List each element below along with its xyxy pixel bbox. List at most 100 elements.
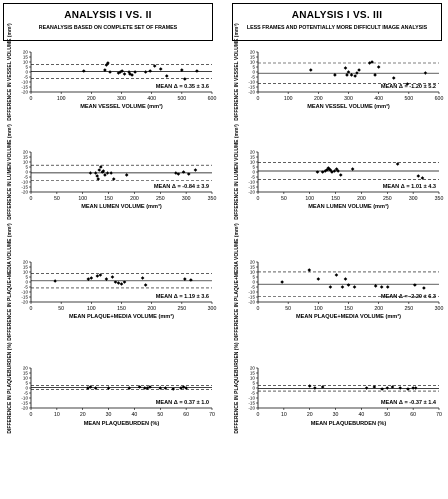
data-point bbox=[158, 386, 163, 390]
data-point bbox=[176, 172, 181, 176]
x-tick-label: 0 bbox=[257, 96, 260, 102]
y-tick-label: -5 bbox=[251, 75, 256, 80]
y-tick-label: 20 bbox=[250, 150, 256, 155]
data-point bbox=[352, 285, 357, 289]
data-point bbox=[148, 385, 152, 389]
data-point bbox=[110, 275, 115, 279]
data-point bbox=[152, 64, 157, 68]
data-point bbox=[109, 171, 113, 175]
y-tick-label: 15 bbox=[23, 155, 29, 160]
y-tick-label: 0 bbox=[25, 280, 28, 285]
data-point bbox=[328, 285, 333, 289]
y-tick-label: -15 bbox=[21, 401, 28, 406]
data-point bbox=[104, 63, 109, 67]
x-tick-label: 40 bbox=[359, 412, 365, 418]
x-tick-label: 300 bbox=[182, 196, 191, 202]
x-tick-label: 60 bbox=[183, 412, 189, 418]
y-tick-label: -5 bbox=[251, 175, 256, 180]
y-axis-label: DIFFERENCE IN LUMEN VOLUME (mm³) bbox=[234, 124, 240, 220]
y-tick-label: -10 bbox=[21, 80, 28, 85]
y-tick-label: -15 bbox=[21, 85, 28, 90]
y-tick-label: 20 bbox=[23, 150, 29, 155]
mean-difference-annotation: MEAN Δ = -2.20 ± 6.3 bbox=[381, 294, 436, 300]
x-tick-label: 250 bbox=[405, 306, 414, 312]
y-tick-label: -10 bbox=[21, 396, 28, 401]
data-point bbox=[122, 280, 127, 284]
y-tick-label: -5 bbox=[251, 285, 256, 290]
data-point bbox=[88, 385, 93, 389]
data-point bbox=[330, 170, 334, 174]
mean-difference-annotation: MEAN Δ = 0.35 ± 3.6 bbox=[156, 84, 209, 90]
data-point bbox=[181, 385, 186, 389]
x-tick-label: 150 bbox=[331, 196, 340, 202]
y-tick-label: -15 bbox=[21, 185, 28, 190]
y-tick-label: -20 bbox=[21, 406, 28, 411]
x-tick-label: 50 bbox=[384, 412, 390, 418]
y-tick-label: -10 bbox=[248, 180, 255, 185]
data-point bbox=[334, 273, 339, 277]
mean-difference-annotation: MEAN Δ = -1.20 ± 5.2 bbox=[381, 84, 436, 90]
x-tick-label: 200 bbox=[147, 306, 156, 312]
header-left: ANALYSIS I VS. II REANALYSIS BASED ON CO… bbox=[3, 3, 213, 41]
x-tick-label: 70 bbox=[436, 412, 442, 418]
x-tick-label: 0 bbox=[257, 412, 260, 418]
y-axis-label: DIFFERENCE IN PLAQUE+MEDIA VOLUME (mm³) bbox=[234, 223, 240, 341]
data-point bbox=[113, 280, 118, 284]
x-tick-label: 50 bbox=[54, 196, 60, 202]
x-tick-label: 300 bbox=[435, 306, 444, 312]
x-tick-label: 70 bbox=[209, 412, 215, 418]
x-tick-label: 0 bbox=[257, 306, 260, 312]
data-point bbox=[124, 173, 129, 177]
x-tick-label: 200 bbox=[87, 96, 96, 102]
data-point bbox=[193, 168, 198, 172]
data-point bbox=[108, 70, 112, 74]
data-point bbox=[106, 386, 111, 390]
data-point bbox=[158, 67, 163, 71]
x-tick-label: 50 bbox=[58, 306, 64, 312]
x-tick-label: 250 bbox=[156, 196, 165, 202]
data-point bbox=[122, 72, 127, 76]
y-tick-label: -20 bbox=[248, 300, 255, 305]
x-tick-label: 50 bbox=[281, 196, 287, 202]
y-axis-label: DIFFERENCE IN PLAQUE+MEDIA VOLUME (mm³) bbox=[7, 223, 13, 341]
data-point bbox=[308, 68, 313, 72]
data-point bbox=[349, 73, 354, 77]
x-tick-label: 50 bbox=[285, 306, 291, 312]
y-tick-label: 15 bbox=[23, 55, 29, 60]
x-tick-label: 250 bbox=[383, 196, 392, 202]
data-point bbox=[183, 277, 187, 281]
data-point bbox=[350, 167, 355, 171]
y-tick-label: 5 bbox=[25, 65, 28, 70]
data-point bbox=[163, 386, 168, 390]
data-point bbox=[346, 283, 351, 287]
y-tick-label: 15 bbox=[250, 155, 256, 160]
y-tick-label: 10 bbox=[250, 270, 256, 275]
x-tick-label: 40 bbox=[132, 412, 138, 418]
data-point bbox=[133, 70, 137, 74]
mean-difference-annotation: MEAN Δ = 1.01 ± 4.3 bbox=[383, 184, 436, 190]
y-axis-label: DIFFERENCE IN PLAQUEBURDEN (%) bbox=[234, 342, 240, 433]
data-point bbox=[343, 66, 348, 70]
data-point bbox=[119, 282, 124, 286]
y-tick-label: 15 bbox=[23, 371, 29, 376]
y-tick-label: 20 bbox=[23, 50, 29, 55]
data-point bbox=[413, 386, 418, 390]
x-tick-label: 250 bbox=[178, 306, 187, 312]
data-point bbox=[180, 68, 184, 72]
data-point bbox=[97, 168, 102, 172]
data-point bbox=[357, 68, 361, 72]
data-point bbox=[137, 385, 142, 389]
y-tick-label: 5 bbox=[252, 165, 255, 170]
y-tick-label: 0 bbox=[252, 170, 255, 175]
y-tick-label: -10 bbox=[21, 180, 28, 185]
header-right: ANALYSIS I VS. III LESS FRAMES AND POTEN… bbox=[232, 3, 442, 41]
y-tick-label: -5 bbox=[24, 391, 29, 396]
data-point bbox=[93, 171, 98, 175]
data-point bbox=[340, 285, 345, 289]
data-point bbox=[395, 162, 400, 166]
y-tick-label: -20 bbox=[248, 190, 255, 195]
